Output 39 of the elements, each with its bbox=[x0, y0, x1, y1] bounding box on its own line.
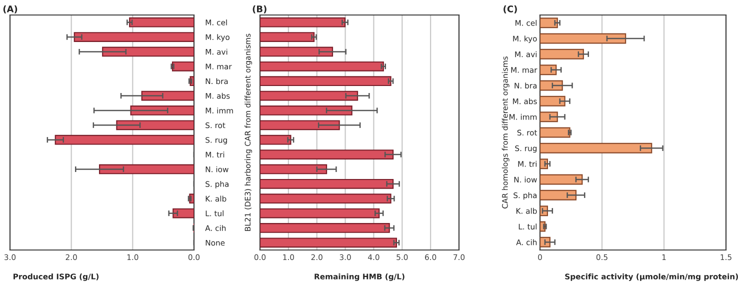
bar bbox=[260, 134, 292, 145]
bar bbox=[172, 61, 194, 72]
bar bbox=[260, 76, 392, 86]
bar bbox=[260, 194, 392, 204]
bar bbox=[540, 18, 558, 28]
bar bbox=[260, 178, 394, 189]
bar bbox=[74, 32, 194, 42]
bar bbox=[172, 208, 194, 218]
bar bbox=[540, 174, 583, 185]
bar bbox=[116, 120, 194, 130]
chart-title: (C) bbox=[504, 5, 517, 14]
bar bbox=[260, 208, 380, 218]
bar bbox=[141, 90, 194, 101]
bar bbox=[129, 17, 194, 28]
bar bbox=[260, 61, 384, 72]
bar bbox=[260, 223, 390, 233]
bar bbox=[260, 238, 398, 248]
bar bbox=[540, 112, 558, 122]
bar bbox=[540, 96, 566, 106]
bar bbox=[54, 134, 194, 145]
bar bbox=[540, 190, 577, 200]
bar bbox=[260, 17, 346, 28]
bar bbox=[260, 164, 328, 174]
bar bbox=[540, 142, 652, 154]
bar bbox=[540, 33, 626, 44]
chart-title: (A) bbox=[3, 5, 18, 14]
bar bbox=[260, 46, 334, 57]
bar bbox=[260, 90, 358, 101]
bar bbox=[260, 150, 394, 160]
bar bbox=[98, 164, 194, 174]
bar bbox=[260, 32, 315, 42]
bar bbox=[102, 46, 194, 57]
bar bbox=[540, 48, 584, 60]
chart-title: (B) bbox=[252, 5, 266, 14]
bar bbox=[260, 120, 340, 130]
bar bbox=[540, 127, 570, 138]
bar bbox=[260, 106, 352, 116]
bar bbox=[540, 80, 563, 91]
bar bbox=[130, 106, 194, 116]
